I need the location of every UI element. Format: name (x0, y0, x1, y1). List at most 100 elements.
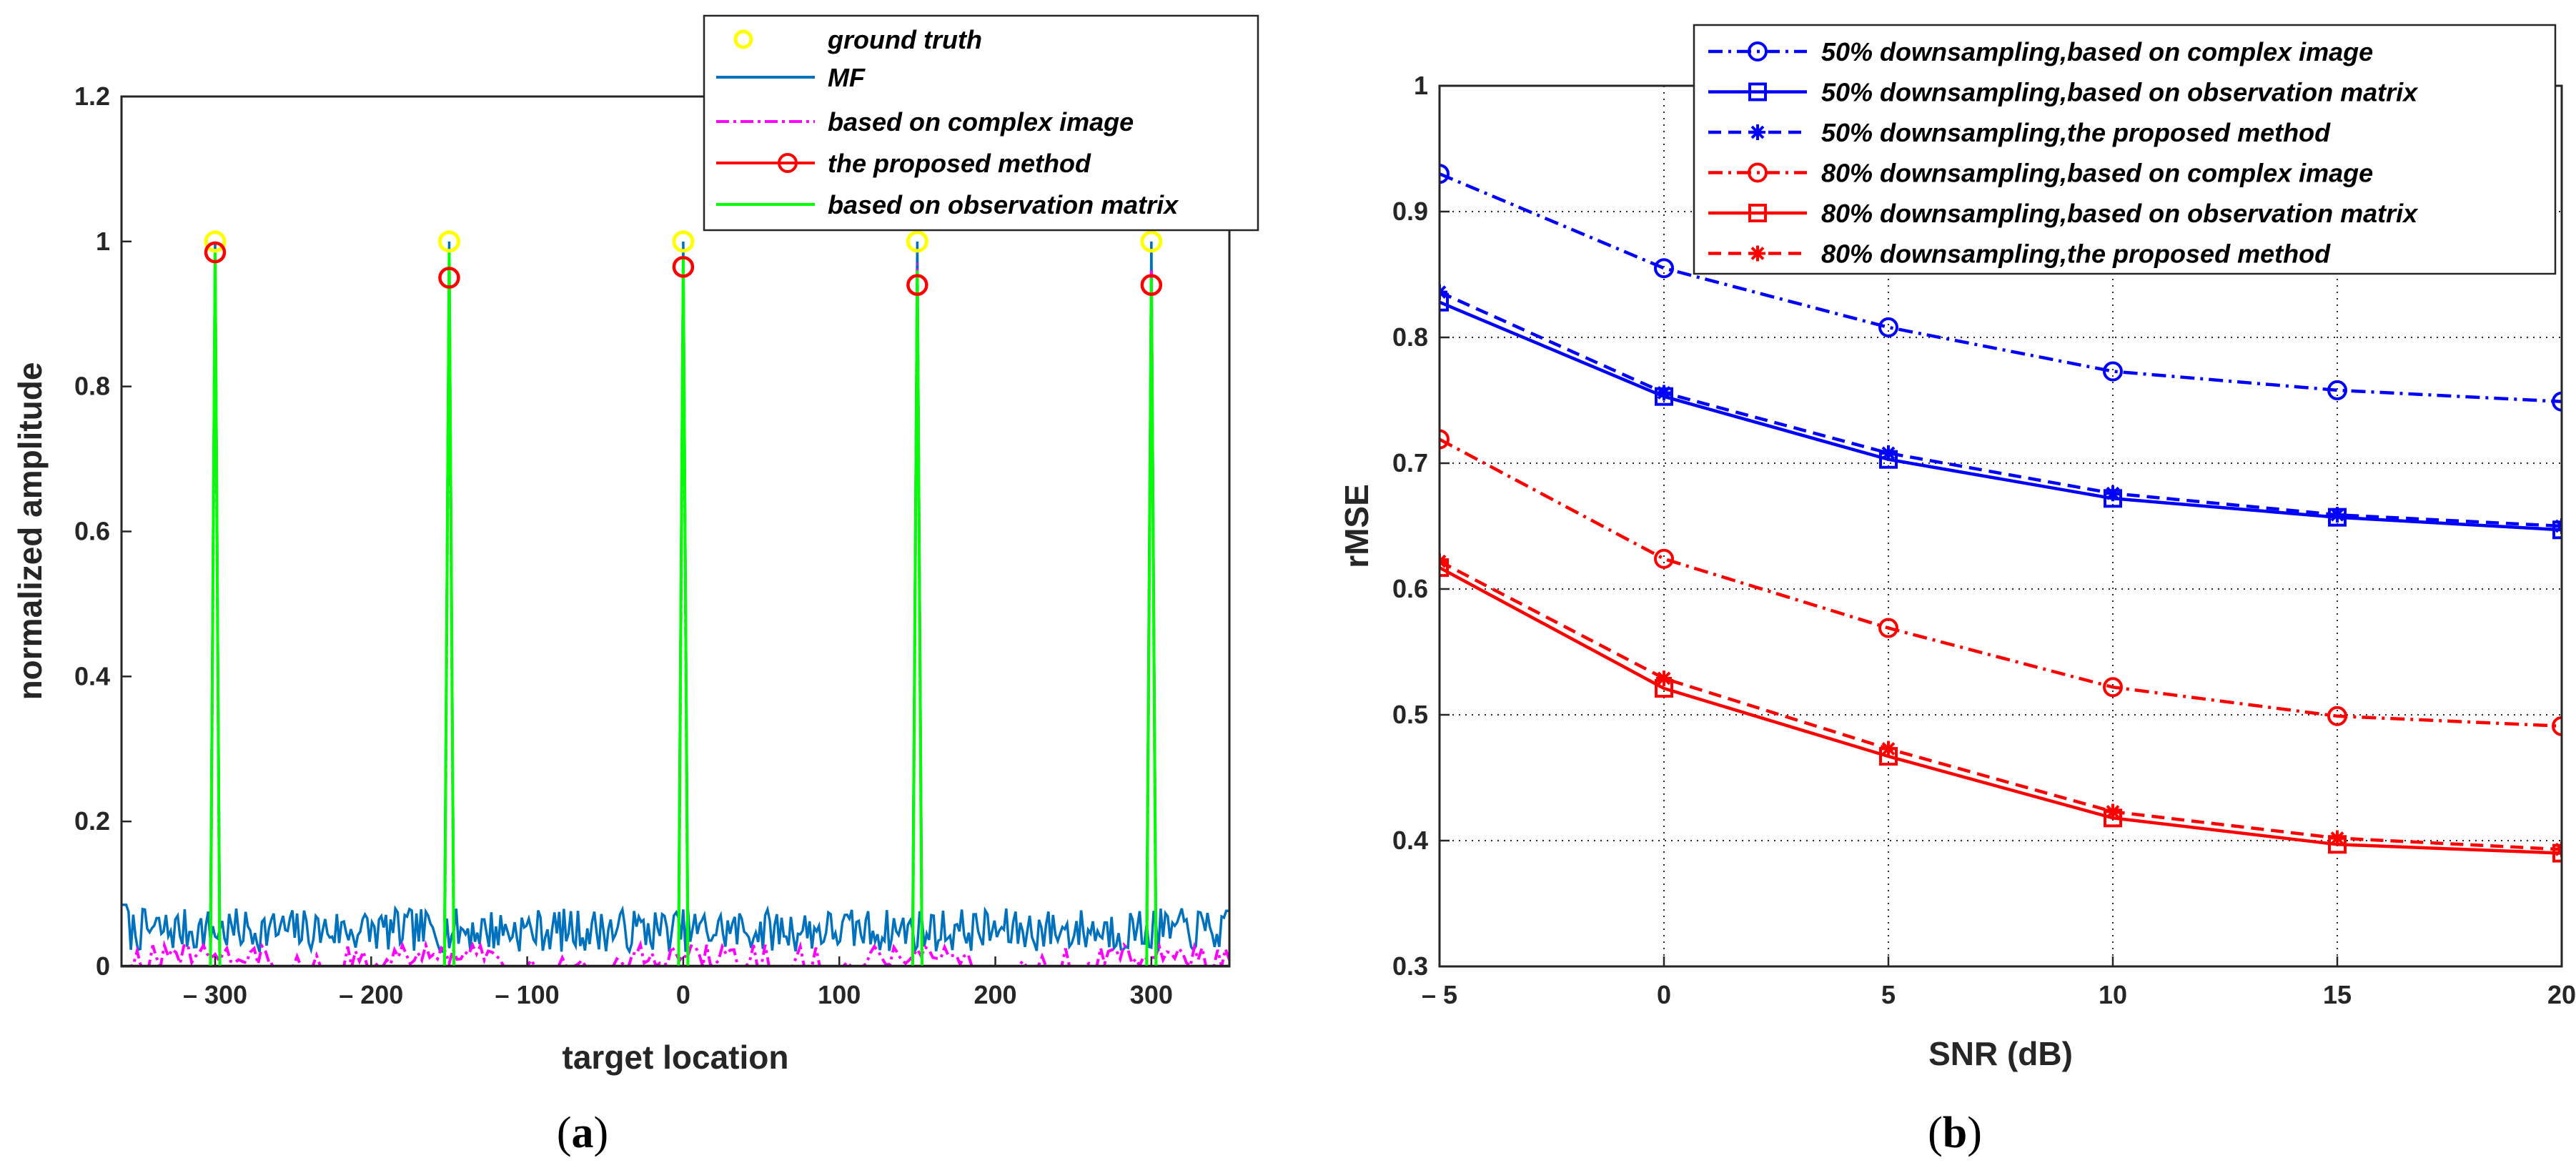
series-80-downsampling-based-on-complex-image-marker (2552, 716, 2562, 736)
series-50-downsampling-based-on-complex-image-line (1440, 172, 2562, 404)
legend-label-mf: MF (828, 63, 866, 92)
chart-a: – 300 – 200 – 100 0 100 200 300 0 0.2 0.4 0.6 0.8 1 1… (11, 14, 1259, 1157)
chart-b-ticks: – 5 0 5 10 15 20 0.3 0.4 0.5 0.6 0.7 0.8 0.9 1 (1392, 71, 2576, 1009)
legend-entry-50-downsampling-based-on-complex-image: 50% downsampling,based on complex image (1708, 37, 2373, 66)
legend-entry-complex-image: based on complex image (716, 107, 1134, 137)
ground-truth-marker (672, 230, 695, 253)
series-50-downsampling-based-on-observation-matrix-line (1440, 300, 2562, 532)
chart-a-caption-letter: a (572, 1109, 594, 1157)
series-80-downsampling-the-proposed-method-marker (1656, 670, 1672, 686)
legend-marker-80-downsampling-the-proposed-method (1750, 245, 1765, 262)
series-80-downsampling-based-on-complex-image-marker (1654, 548, 1674, 569)
chart-a-xtick-label: – 200 (339, 980, 403, 1009)
chart-a-caption: (a) (557, 1109, 608, 1157)
chart-b-legend: 50% downsampling,based on complex image 5… (1693, 24, 2557, 275)
chart-b-ytick-label: 0.6 (1392, 574, 1428, 603)
series-observation-matrix-peak (677, 256, 690, 966)
legend-marker-50-downsampling-the-proposed-method (1750, 124, 1765, 140)
ground-truth-marker (437, 230, 460, 253)
chart-b-xtick-label: 15 (2323, 980, 2352, 1009)
chart-a-ytick-label: 0.4 (74, 661, 110, 691)
chart-a-ytick-label: 0.6 (74, 517, 110, 546)
chart-a-xtick-label: 300 (1130, 980, 1173, 1009)
legend-label-50-downsampling-the-proposed-method: 50% downsampling,the proposed method (1821, 118, 2331, 147)
series-80-downsampling-based-on-observation-matrix-marker (2552, 843, 2562, 863)
chart-a-ytick-label: 1.2 (74, 81, 110, 111)
chart-a-xtick-label: 0 (676, 980, 690, 1009)
series-50-downsampling-based-on-observation-matrix-marker (2552, 520, 2562, 540)
chart-b-ytick-label: 0.4 (1392, 826, 1428, 855)
series-50-downsampling-the-proposed-method-marker (1656, 385, 1672, 401)
series-complex-image-floor (122, 939, 1229, 966)
chart-b-ytick-label: 0.9 (1392, 197, 1428, 226)
legend-label-50-downsampling-based-on-complex-image: 50% downsampling,based on complex image (1821, 37, 2373, 66)
series-observation-matrix-peak (442, 248, 455, 966)
series-80-downsampling-based-on-complex-image-marker (2103, 677, 2123, 698)
legend-marker-proposed (778, 153, 798, 173)
legend-marker-50-downsampling-based-on-complex-image (1748, 41, 1768, 61)
chart-a-caption-close: ) (594, 1109, 609, 1157)
chart-a-ytick-label: 1 (96, 227, 110, 256)
series-50-downsampling-based-on-complex-image-marker (1654, 258, 1674, 279)
proposed-method-marker (672, 256, 695, 278)
series-80-downsampling-the-proposed-method-marker (2105, 803, 2121, 820)
ground-truth-marker (1140, 230, 1163, 253)
series-80-downsampling-based-on-complex-image-marker (2327, 706, 2347, 726)
chart-a-ytick-label: 0.2 (74, 806, 110, 836)
proposed-method-marker (438, 267, 460, 289)
legend-label-50-downsampling-based-on-observation-matrix: 50% downsampling,based on observation ma… (1821, 78, 2419, 107)
legend-entry-proposed: the proposed method (716, 149, 1091, 178)
ground-truth-marker (906, 230, 928, 253)
chart-a-ylabel: normalized amplitude (11, 362, 49, 701)
series-80-downsampling-based-on-observation-matrix-line (1440, 566, 2562, 855)
chart-b-legend-box (1693, 24, 2557, 275)
ground-truth-marker (204, 230, 227, 253)
chart-b-caption-letter: b (1943, 1109, 1967, 1157)
chart-a-xtick-label: 100 (818, 980, 861, 1009)
legend-label-80-downsampling-the-proposed-method: 80% downsampling,the proposed method (1821, 239, 2331, 269)
chart-b-xtick-label: – 5 (1422, 980, 1457, 1009)
series-80-downsampling-based-on-observation-matrix-marker (1440, 558, 1449, 578)
series-50-downsampling-based-on-complex-image-marker (2327, 380, 2347, 400)
chart-a-xtick-label: – 300 (183, 980, 247, 1009)
chart-b-xlabel: SNR (dB) (1928, 1035, 2073, 1072)
chart-a-plot-area (122, 230, 1229, 966)
legend-marker-80-downsampling-based-on-complex-image (1748, 162, 1768, 183)
series-50-downsampling-based-on-complex-image-marker (2103, 361, 2123, 382)
legend-entry-80-downsampling-based-on-observation-matrix: 80% downsampling,based on observation ma… (1708, 199, 2419, 228)
series-80-downsampling-the-proposed-method-marker (1881, 741, 1896, 757)
series-50-downsampling-based-on-complex-image-marker (2552, 391, 2562, 412)
series-observation-matrix-peak (209, 248, 222, 966)
chart-b-caption-open: ( (1928, 1109, 1943, 1157)
chart-b: – 5 0 5 10 15 20 0.3 0.4 0.5 0.6 0.7 0.8 0.9 1 SNR (d… (1338, 24, 2576, 1157)
chart-a-ytick-label: 0.8 (74, 372, 110, 401)
series-80-downsampling-based-on-complex-image-line (1440, 437, 2562, 728)
chart-b-caption: (b) (1928, 1109, 1982, 1157)
series-80-downsampling-based-on-complex-image-marker (1440, 429, 1450, 450)
chart-b-ytick-label: 1 (1414, 71, 1428, 100)
series-50-downsampling-based-on-complex-image-marker (1878, 317, 1898, 337)
legend-entry-50-downsampling-the-proposed-method: 50% downsampling,the proposed method (1708, 118, 2331, 147)
chart-a-caption-open: ( (557, 1109, 572, 1157)
series-50-downsampling-the-proposed-method-line (1440, 290, 2562, 528)
legend-label-80-downsampling-based-on-observation-matrix: 80% downsampling,based on observation ma… (1821, 199, 2419, 228)
series-50-downsampling-based-on-complex-image-marker (1440, 164, 1450, 184)
legend-entry-80-downsampling-the-proposed-method: 80% downsampling,the proposed method (1708, 239, 2331, 269)
series-50-downsampling-the-proposed-method-marker (2329, 507, 2345, 523)
series-observation-matrix-peak (911, 270, 923, 966)
chart-b-ytick-label: 0.5 (1392, 700, 1428, 729)
chart-a-xtick-label: 200 (974, 980, 1016, 1009)
chart-b-ytick-label: 0.3 (1392, 951, 1428, 981)
series-80-downsampling-the-proposed-method-marker (2329, 830, 2345, 846)
series-mf-noise (122, 904, 1229, 955)
series-80-downsampling-the-proposed-method-line (1440, 560, 2562, 851)
chart-a-xtick-label: – 100 (495, 980, 560, 1009)
proposed-method-marker (1140, 274, 1163, 296)
legend-entry-observation-matrix: based on observation matrix (716, 190, 1179, 219)
proposed-method-marker (204, 241, 227, 264)
chart-b-caption-close: ) (1967, 1109, 1982, 1157)
series-observation-matrix-peak (1145, 277, 1158, 966)
legend-label-observation-matrix: based on observation matrix (828, 190, 1179, 219)
legend-label-80-downsampling-based-on-complex-image: 80% downsampling,based on complex image (1821, 159, 2373, 188)
